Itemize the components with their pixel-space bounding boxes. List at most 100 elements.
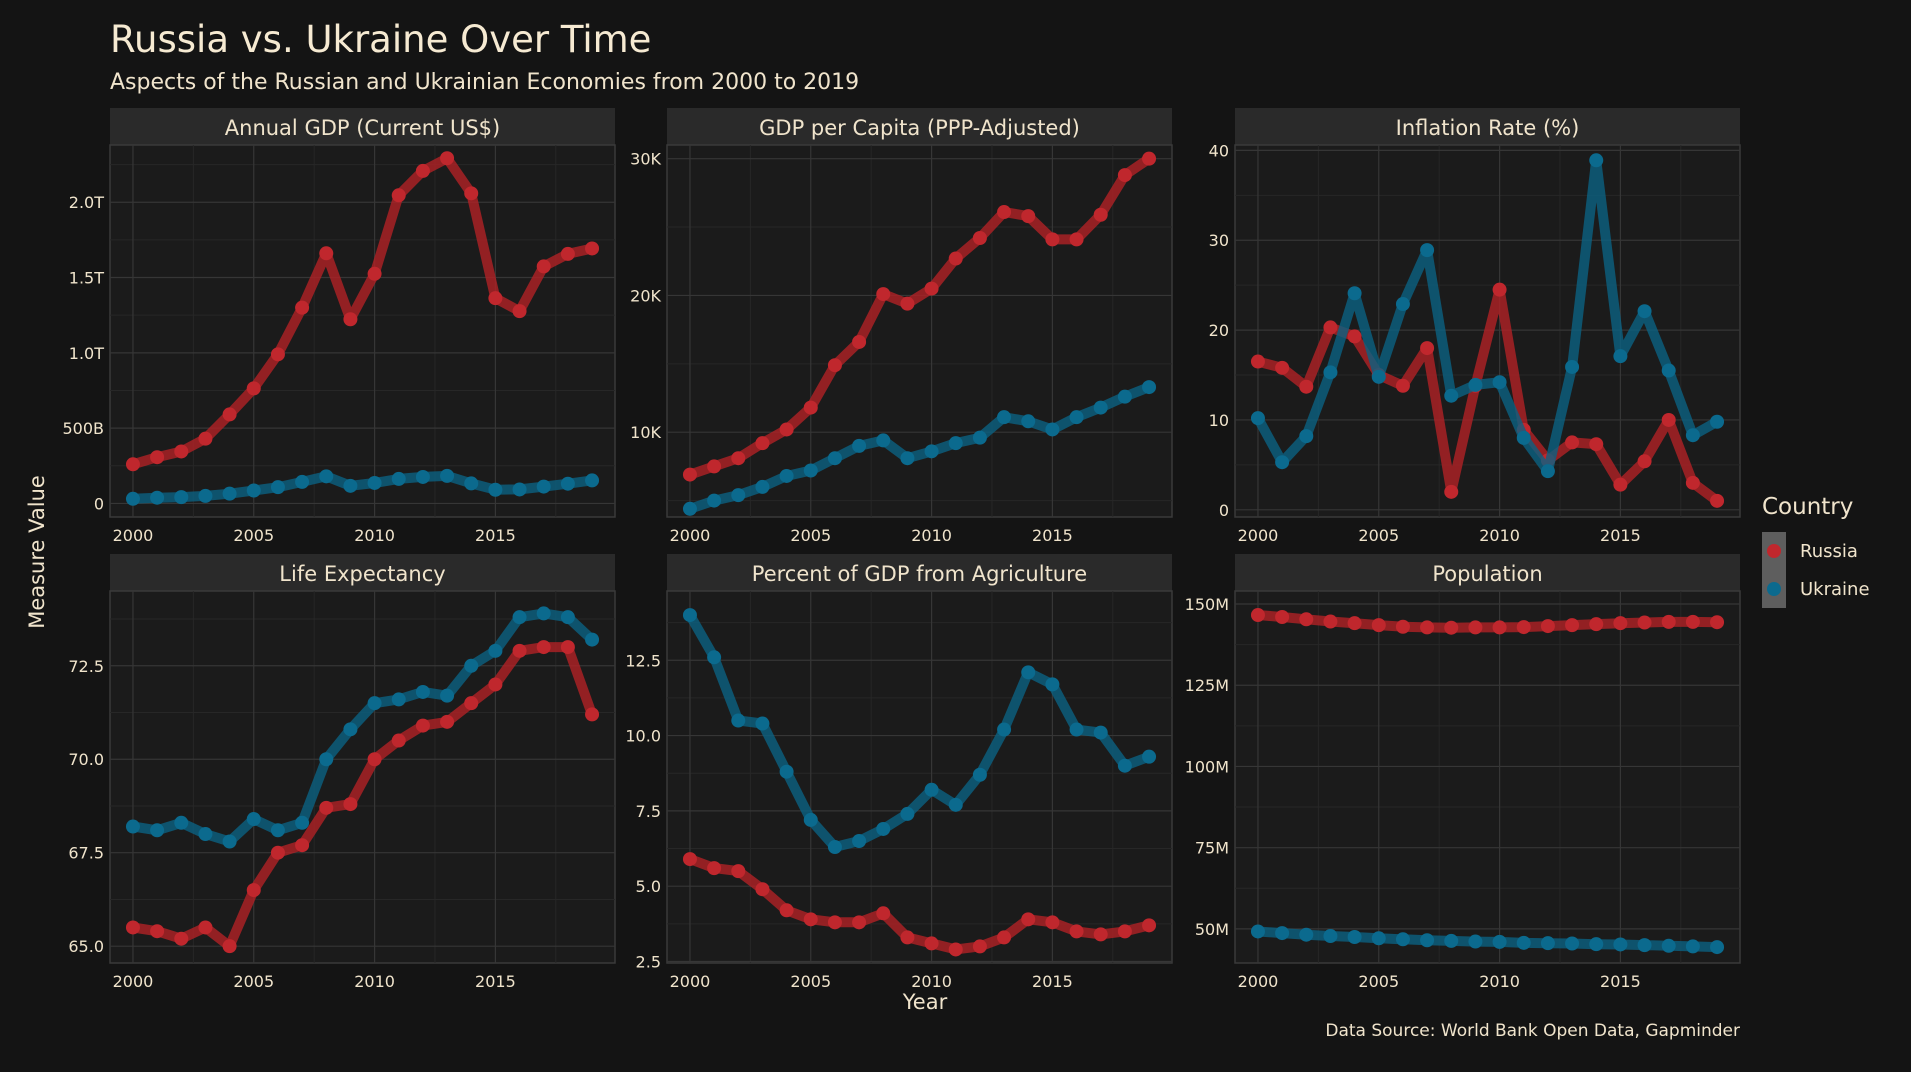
data-point-ukraine bbox=[1371, 931, 1386, 946]
data-point-russia bbox=[440, 151, 455, 166]
data-point-russia bbox=[1347, 616, 1362, 631]
data-point-russia bbox=[585, 707, 600, 722]
data-point-russia bbox=[222, 939, 237, 954]
data-point-ukraine bbox=[972, 430, 987, 445]
data-point-ukraine bbox=[1117, 389, 1132, 404]
x-tick-label: 2015 bbox=[1600, 526, 1641, 545]
data-point-ukraine bbox=[198, 488, 213, 503]
data-point-ukraine bbox=[876, 433, 891, 448]
panel-background bbox=[1234, 590, 1741, 964]
data-point-ukraine bbox=[391, 692, 406, 707]
data-point-russia bbox=[270, 347, 285, 362]
data-point-ukraine bbox=[997, 410, 1012, 425]
data-point-russia bbox=[295, 300, 310, 315]
data-point-ukraine bbox=[246, 483, 261, 498]
y-tick-label: 50M bbox=[1195, 920, 1229, 939]
data-point-ukraine bbox=[1323, 929, 1338, 944]
data-point-ukraine bbox=[900, 451, 915, 466]
data-point-russia bbox=[1420, 341, 1435, 356]
data-point-russia bbox=[682, 467, 697, 482]
data-point-russia bbox=[1613, 616, 1628, 631]
x-tick-label: 2000 bbox=[113, 972, 154, 991]
data-point-russia bbox=[755, 436, 770, 451]
data-point-ukraine bbox=[1347, 930, 1362, 945]
panel-strip bbox=[1235, 554, 1740, 591]
y-tick-label: 10K bbox=[630, 423, 661, 442]
data-point-ukraine bbox=[779, 764, 794, 779]
x-tick-label: 2015 bbox=[1600, 972, 1641, 991]
data-point-ukraine bbox=[367, 696, 382, 711]
x-tick-label: 2005 bbox=[790, 526, 831, 545]
data-point-ukraine bbox=[1589, 153, 1604, 168]
x-tick-label: 2010 bbox=[354, 972, 395, 991]
data-point-russia bbox=[1516, 620, 1531, 635]
data-point-ukraine bbox=[1395, 932, 1410, 947]
data-point-russia bbox=[1565, 618, 1580, 633]
data-point-ukraine bbox=[150, 823, 165, 838]
panel-strip bbox=[110, 554, 615, 591]
data-point-russia bbox=[852, 915, 867, 930]
x-tick-label: 2015 bbox=[475, 526, 516, 545]
data-point-ukraine bbox=[585, 473, 600, 488]
panel-strip bbox=[1235, 108, 1740, 145]
data-point-ukraine bbox=[779, 468, 794, 483]
data-point-russia bbox=[972, 939, 987, 954]
data-point-russia bbox=[803, 912, 818, 927]
data-point-ukraine bbox=[415, 469, 430, 484]
x-tick-label: 2010 bbox=[1479, 972, 1520, 991]
data-point-russia bbox=[367, 752, 382, 767]
data-point-russia bbox=[997, 930, 1012, 945]
data-point-russia bbox=[440, 714, 455, 729]
panel-5: Percent of GDP from Agriculture 2000 2005 2… bbox=[625, 554, 1173, 991]
panel-3: Inflation Rate (%) 2000 2005 2010 2015 0 10 20 3… bbox=[1209, 108, 1741, 545]
data-point-russia bbox=[1093, 207, 1108, 222]
data-point-russia bbox=[1045, 232, 1060, 247]
data-point-russia bbox=[1395, 619, 1410, 634]
x-tick-label: 2000 bbox=[670, 972, 711, 991]
data-point-ukraine bbox=[731, 713, 746, 728]
y-tick-label: 12.5 bbox=[625, 651, 661, 670]
panel-title: Population bbox=[1432, 562, 1542, 586]
data-point-russia bbox=[731, 451, 746, 466]
data-point-ukraine bbox=[1142, 380, 1157, 395]
data-point-ukraine bbox=[1468, 934, 1483, 949]
data-point-ukraine bbox=[852, 438, 867, 453]
data-point-russia bbox=[1250, 354, 1265, 369]
data-point-ukraine bbox=[464, 476, 479, 491]
data-point-ukraine bbox=[560, 610, 575, 625]
data-point-ukraine bbox=[391, 471, 406, 486]
data-point-russia bbox=[876, 287, 891, 302]
data-point-russia bbox=[1468, 620, 1483, 635]
legend-label-ukraine: Ukraine bbox=[1800, 578, 1870, 600]
data-point-russia bbox=[1637, 615, 1652, 630]
data-point-russia bbox=[174, 444, 189, 459]
x-tick-label: 2010 bbox=[354, 526, 395, 545]
data-point-russia bbox=[1661, 412, 1676, 427]
data-point-russia bbox=[391, 188, 406, 203]
x-tick-label: 2015 bbox=[1032, 526, 1073, 545]
data-point-russia bbox=[174, 931, 189, 946]
data-point-ukraine bbox=[440, 688, 455, 703]
y-tick-label: 70.0 bbox=[68, 750, 104, 769]
legend-key-russia bbox=[1762, 532, 1786, 570]
data-point-ukraine bbox=[1444, 388, 1459, 403]
data-point-russia bbox=[536, 640, 551, 655]
x-tick-label: 2015 bbox=[1032, 972, 1073, 991]
data-point-ukraine bbox=[755, 716, 770, 731]
data-point-ukraine bbox=[415, 684, 430, 699]
panel-2: GDP per Capita (PPP-Adjusted) 2000 2005 201… bbox=[630, 108, 1173, 545]
data-point-russia bbox=[1710, 615, 1725, 630]
x-tick-label: 2005 bbox=[1358, 526, 1399, 545]
data-point-ukraine bbox=[1661, 938, 1676, 953]
data-point-ukraine bbox=[585, 632, 600, 647]
data-point-ukraine bbox=[1371, 369, 1386, 384]
y-tick-label: 125M bbox=[1185, 676, 1229, 695]
data-point-ukraine bbox=[707, 650, 722, 665]
x-tick-label: 2005 bbox=[1358, 972, 1399, 991]
data-point-russia bbox=[707, 861, 722, 876]
data-point-russia bbox=[1710, 493, 1725, 508]
panel-6: Population 2000 2005 2010 2015 50M 75M 100M 125M… bbox=[1185, 554, 1741, 991]
data-point-ukraine bbox=[682, 501, 697, 516]
data-point-ukraine bbox=[174, 815, 189, 830]
data-point-russia bbox=[731, 864, 746, 879]
